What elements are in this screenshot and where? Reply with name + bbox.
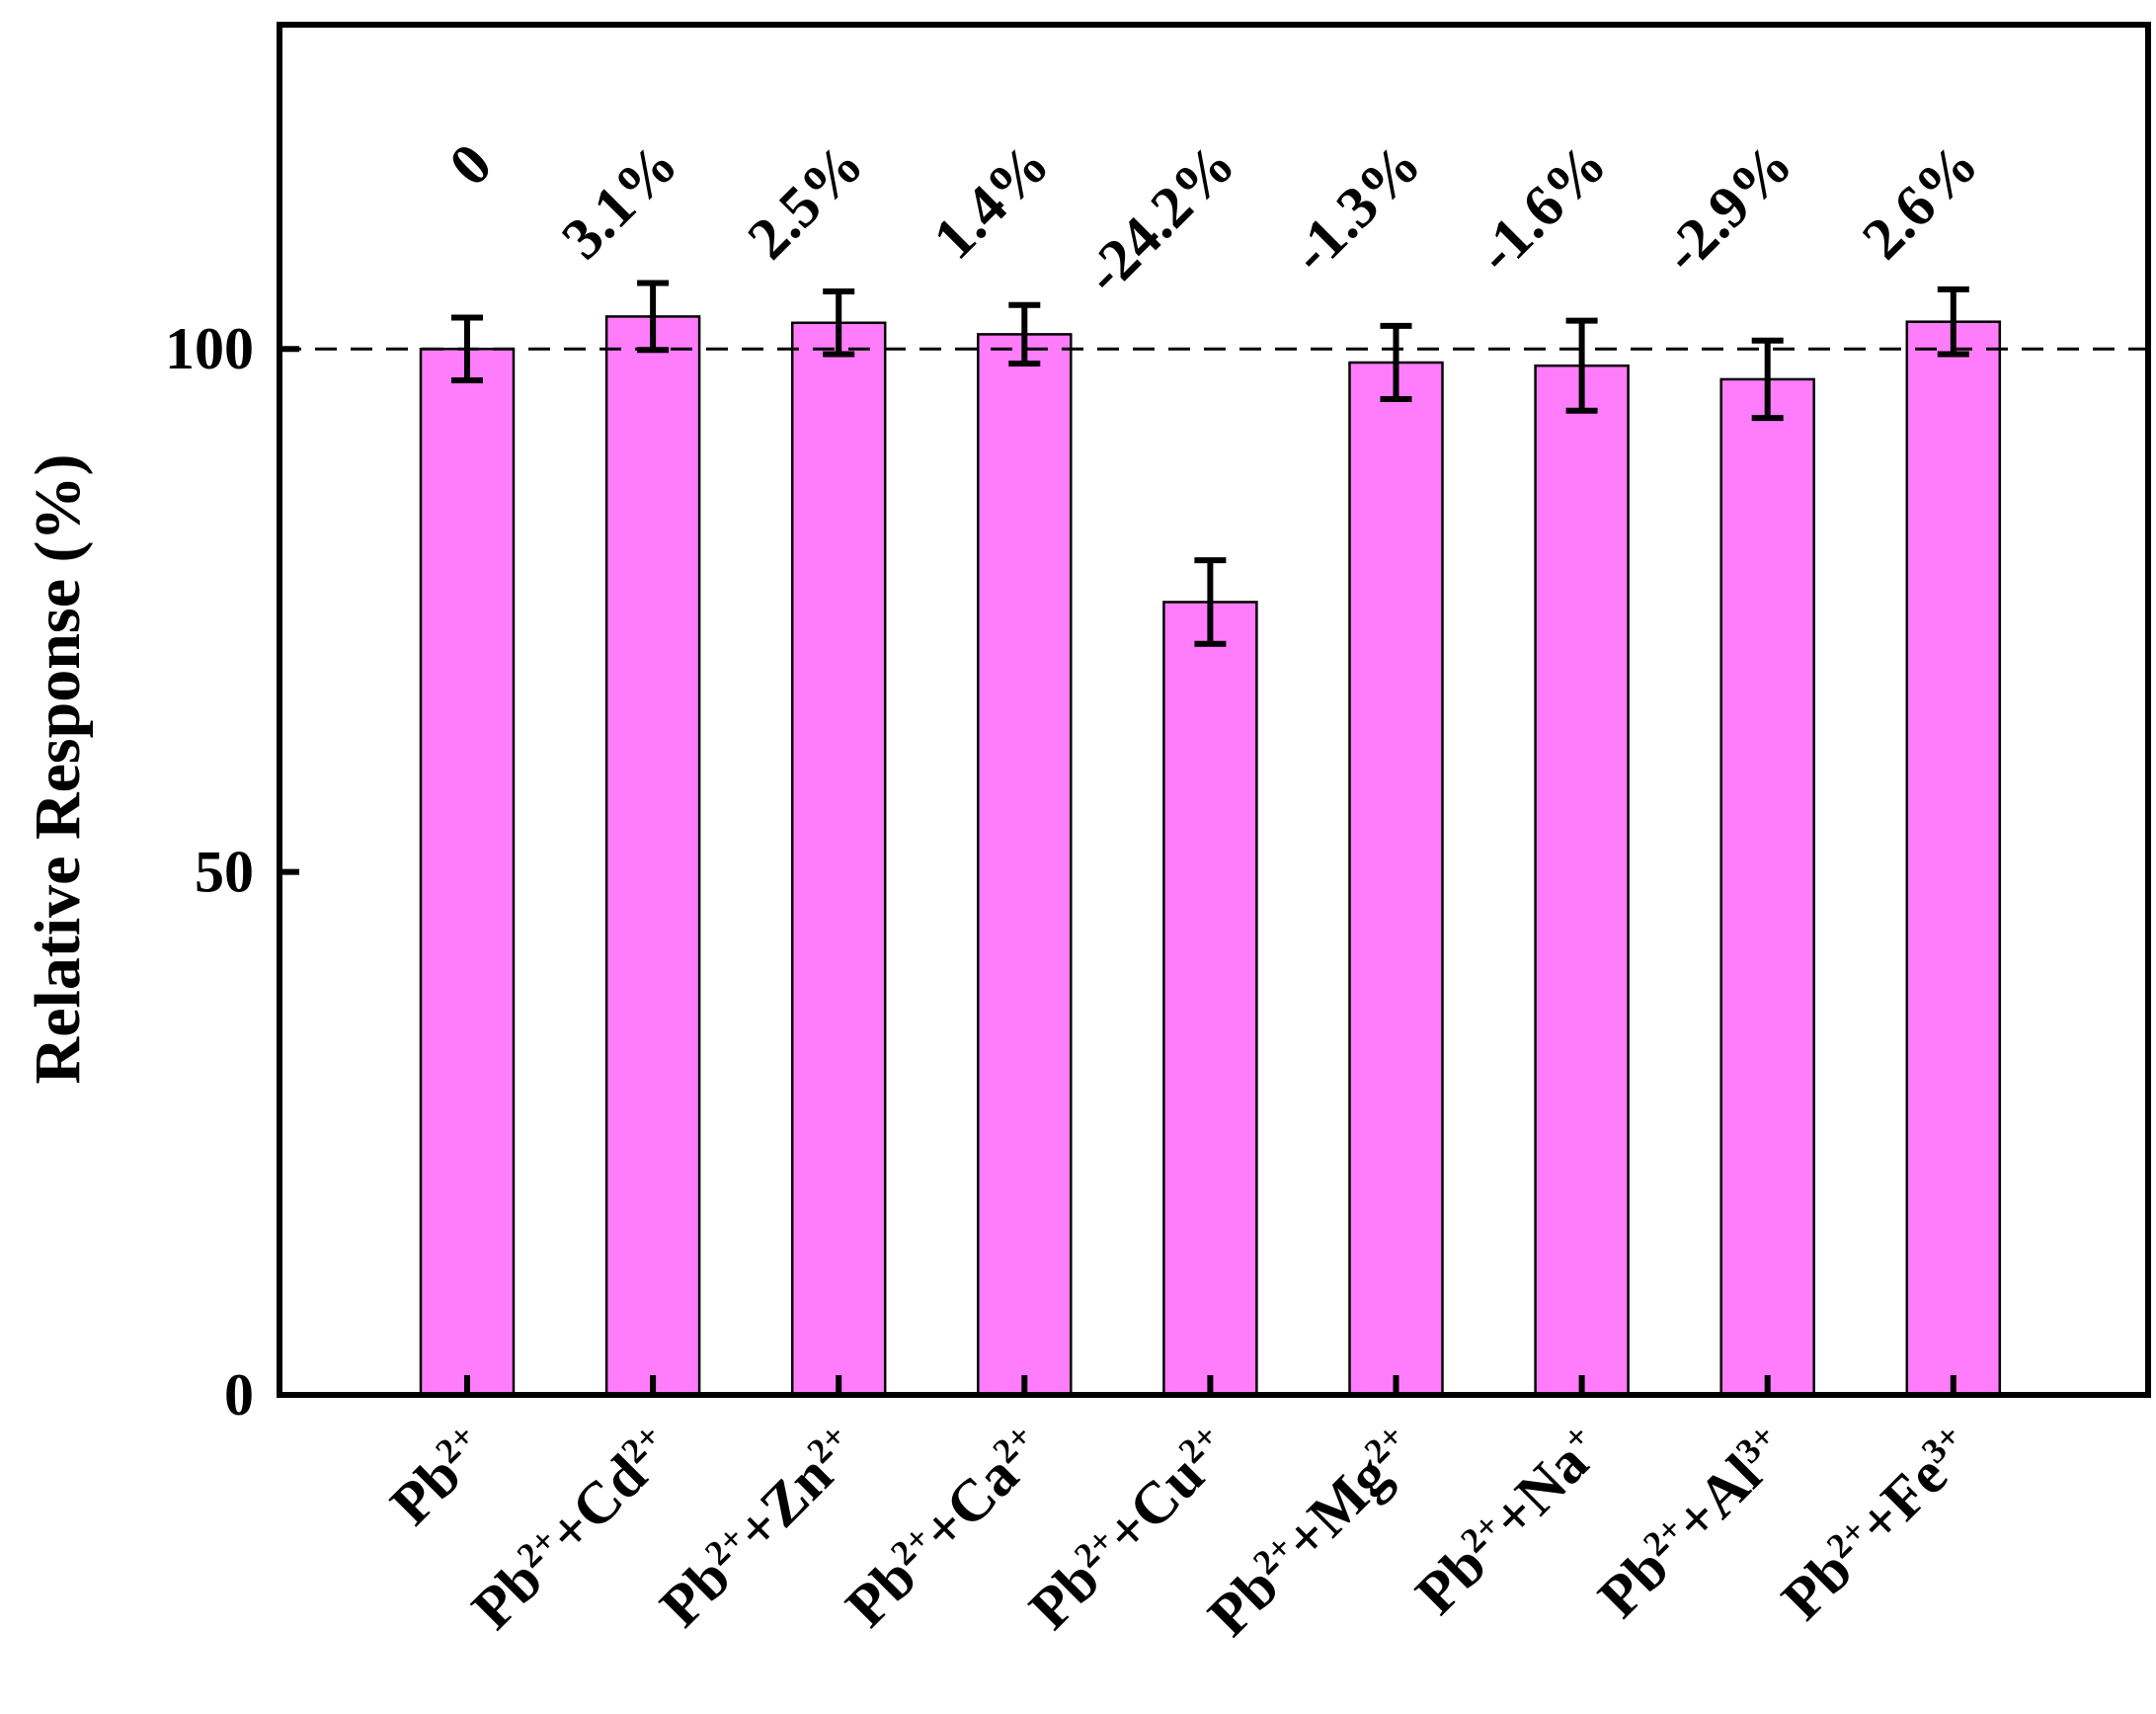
plot-frame <box>277 22 2151 1398</box>
bar <box>1348 361 1444 1397</box>
error-bar <box>1565 317 1598 414</box>
bar <box>1905 320 2002 1397</box>
y-tick-label: 100 <box>165 316 254 381</box>
x-category-label: Pb2++Al3+ <box>1586 1416 1800 1630</box>
data-label: -1.3% <box>1278 131 1432 286</box>
error-bar <box>823 287 855 358</box>
error-bar <box>1194 557 1227 647</box>
bar-percentage-labels: 0 3.1% 2.5% 1.4% -24.2% -1.3% -1.6% -2.9% 2.6% <box>437 131 1990 306</box>
bar <box>1162 601 1258 1397</box>
bar <box>1534 364 1630 1397</box>
x-category-label: Pb2+ <box>378 1416 500 1537</box>
x-axis-category-labels: Pb2+Pb2++Cd2+Pb2++Zn2+Pb2++Ca2+Pb2++Cu2+… <box>378 1416 1986 1649</box>
data-label: -1.6% <box>1465 131 1619 286</box>
data-label: 1.4% <box>920 131 1061 272</box>
bar <box>790 321 887 1397</box>
data-label: -2.9% <box>1650 131 1804 286</box>
x-category-label: Pb2++Fe3+ <box>1769 1416 1986 1633</box>
data-label: -24.2% <box>1072 131 1246 306</box>
x-category-label: Pb2++Na+ <box>1403 1416 1615 1627</box>
x-category-label: Pb2++Zn2+ <box>648 1416 872 1640</box>
bar <box>604 315 701 1397</box>
data-label: 2.5% <box>735 131 875 272</box>
bar <box>977 333 1073 1397</box>
bars <box>419 315 2002 1397</box>
x-category-label: Pb2++Cd2+ <box>459 1416 685 1642</box>
data-label: 2.6% <box>1850 131 1990 272</box>
y-tick-label: 0 <box>224 1362 254 1428</box>
error-bar <box>1937 286 1969 358</box>
x-category-label: Pb2++Ca2+ <box>834 1416 1058 1640</box>
y-tick-label: 50 <box>195 840 254 905</box>
error-bar <box>1380 322 1412 403</box>
data-label: 0 <box>437 131 504 199</box>
bar <box>419 347 516 1397</box>
error-bar <box>1008 301 1041 367</box>
bar <box>1719 377 1815 1397</box>
error-bar <box>1751 337 1784 422</box>
y-axis-ticks: 0 50 100 <box>165 316 299 1428</box>
y-axis-title: Relative Response (%) <box>22 454 94 1085</box>
x-axis-ticks <box>464 1375 1956 1395</box>
x-category-label: Pb2++Mg2+ <box>1196 1416 1429 1649</box>
data-label: 3.1% <box>549 131 689 272</box>
